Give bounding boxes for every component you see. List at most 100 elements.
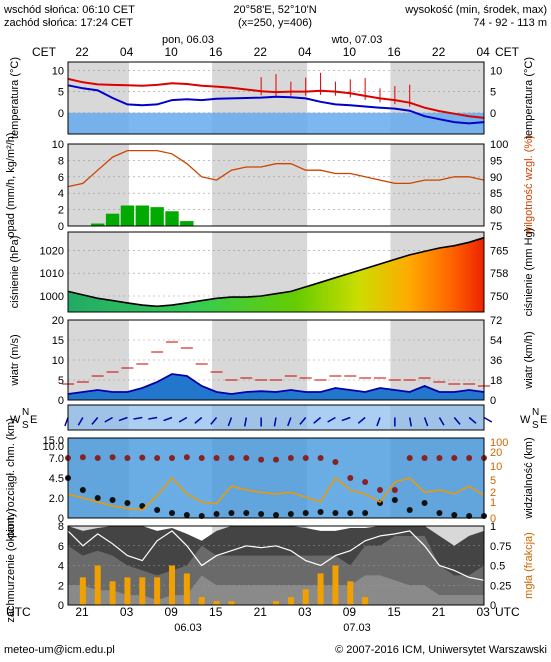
- panel-frame: [67, 231, 485, 313]
- precip-bar: [120, 205, 135, 226]
- night-band: [390, 144, 484, 226]
- cloud-ylabel: pion. rozciągł. chm. (km): [5, 418, 17, 538]
- bottom-hour-label: 21: [75, 605, 89, 619]
- fog-bar: [139, 577, 146, 605]
- cloud-top-dot: [183, 454, 190, 461]
- y-tick-label-right: 18: [490, 375, 502, 387]
- fog-ylabel: mgła (frakcja): [523, 532, 535, 599]
- cloud-base-dot: [391, 497, 398, 503]
- top-hour-label: 10: [343, 45, 357, 59]
- precipitation-panel: 0 2 4 6 8 10 75 80 85 90 95 100 opad (mm/h, kg/m²/h)…: [5, 132, 535, 237]
- y-tick-label: 15: [52, 335, 64, 347]
- top-hour-label: 16: [209, 45, 223, 59]
- compass-label: N: [532, 407, 539, 418]
- cloud-top-dot: [406, 455, 413, 461]
- cloud-top-dot: [213, 455, 220, 461]
- y-tick-label: 10: [52, 65, 64, 77]
- cloud-base-dot: [302, 510, 309, 516]
- y-tick-label-right: 90: [490, 172, 502, 184]
- wind-direction-arrow: [118, 416, 128, 422]
- cloud-base-dot: [169, 510, 175, 516]
- fog-bar: [287, 597, 294, 605]
- y-tick-label: 0: [58, 395, 64, 407]
- top-day-1: pon, 06.03: [162, 34, 214, 46]
- cloud-top-dot: [169, 455, 175, 461]
- fog-bar: [109, 581, 116, 605]
- y-tick-label-right: 2: [490, 487, 496, 499]
- precip-bar: [165, 211, 179, 226]
- top-hour-label: 22: [254, 45, 268, 59]
- y-tick-label: 1000: [40, 291, 64, 303]
- dewpoint-line: [67, 84, 485, 125]
- cloud-top-dot: [377, 487, 383, 493]
- y-tick-label-right: 0: [490, 600, 496, 612]
- temperature-ylabel: temperatura (°C): [9, 57, 21, 139]
- cloud-top-dot: [347, 475, 354, 481]
- wind-direction-arrow: [64, 417, 69, 427]
- cloud-top-dot: [154, 455, 161, 461]
- y-tick-label-right: 0: [490, 108, 496, 120]
- cloud-base-dot: [213, 511, 220, 517]
- wind-direction-arrow: [227, 417, 233, 427]
- pressure-area: [68, 237, 484, 312]
- y-tick-label-right: 85: [490, 188, 502, 200]
- wind-direction-arrow: [468, 416, 477, 424]
- y-tick-label-right: 0.25: [490, 580, 511, 592]
- cloud-top-dot: [466, 455, 473, 461]
- y-tick-label: 1020: [40, 245, 64, 257]
- bottom-hour-label: 09: [343, 605, 357, 619]
- y-tick-label: 7.0: [49, 453, 64, 465]
- y-tick-label-right: 5: [490, 475, 496, 487]
- y-tick-label: 20: [52, 315, 64, 327]
- wind-direction-arrow: [273, 417, 277, 427]
- wind-ylabel: wiatr (m/s): [9, 334, 21, 386]
- cloud-base-dot: [183, 512, 190, 518]
- temperature-ylabel-right: temperatura (°C): [523, 57, 535, 139]
- wind-direction-arrow: [341, 416, 351, 422]
- cloud-top-dot: [124, 455, 131, 461]
- cloud-top-dot: [139, 454, 146, 461]
- y-tick-label-right: 100: [490, 139, 508, 151]
- panel-frame: [67, 437, 485, 519]
- cloud-top-dot: [258, 456, 265, 463]
- y-tick-label: 10.0: [43, 441, 64, 453]
- cloud-top-dot: [391, 487, 398, 493]
- y-tick-label: 6: [58, 172, 64, 184]
- panel-frame: [67, 143, 485, 227]
- precip-bar: [150, 207, 164, 226]
- y-tick-label-right: 100: [490, 437, 508, 449]
- pressure-ylabel: ciśnienie (hPa): [9, 236, 21, 309]
- y-tick-label-right: 0.5: [490, 561, 505, 573]
- y-tick-label-right: 1: [490, 497, 496, 509]
- cloud-top-dot: [362, 479, 369, 485]
- wind-speed-line: [67, 373, 485, 395]
- sunset-text: zachód słońca: 17:24 CET: [4, 17, 133, 29]
- cloud-base-dot: [243, 510, 250, 516]
- bottom-hour-label: 03: [120, 605, 134, 619]
- wind-direction-arrow: [357, 416, 366, 424]
- y-tick-label-right: 1: [490, 521, 496, 533]
- cloud-base-dot: [421, 500, 428, 506]
- wind-direction-arrow: [483, 416, 493, 423]
- top-day-2: wto, 07.03: [331, 34, 383, 46]
- bottom-tz-left: UTC: [6, 605, 31, 619]
- wind-direction-panel: WNS E WNS E: [10, 404, 547, 431]
- y-tick-label: 0: [58, 221, 64, 233]
- pressure-line: [67, 236, 485, 308]
- cloud-base-dot: [154, 507, 161, 513]
- y-tick-label-right: 765: [490, 245, 508, 257]
- y-tick-label: 4: [58, 561, 64, 573]
- fog-bar: [79, 577, 86, 605]
- humidity-line: [67, 149, 485, 188]
- wind-direction-arrow: [133, 416, 143, 420]
- cloud-top-dot: [302, 455, 309, 461]
- below-freezing-band: [68, 112, 484, 134]
- footer-email[interactable]: meteo-um@icm.edu.pl: [4, 644, 115, 656]
- compass-label: W: [10, 414, 21, 426]
- fog-bar: [347, 581, 354, 605]
- wind-direction-arrow: [327, 416, 336, 423]
- fog-bar: [154, 577, 161, 605]
